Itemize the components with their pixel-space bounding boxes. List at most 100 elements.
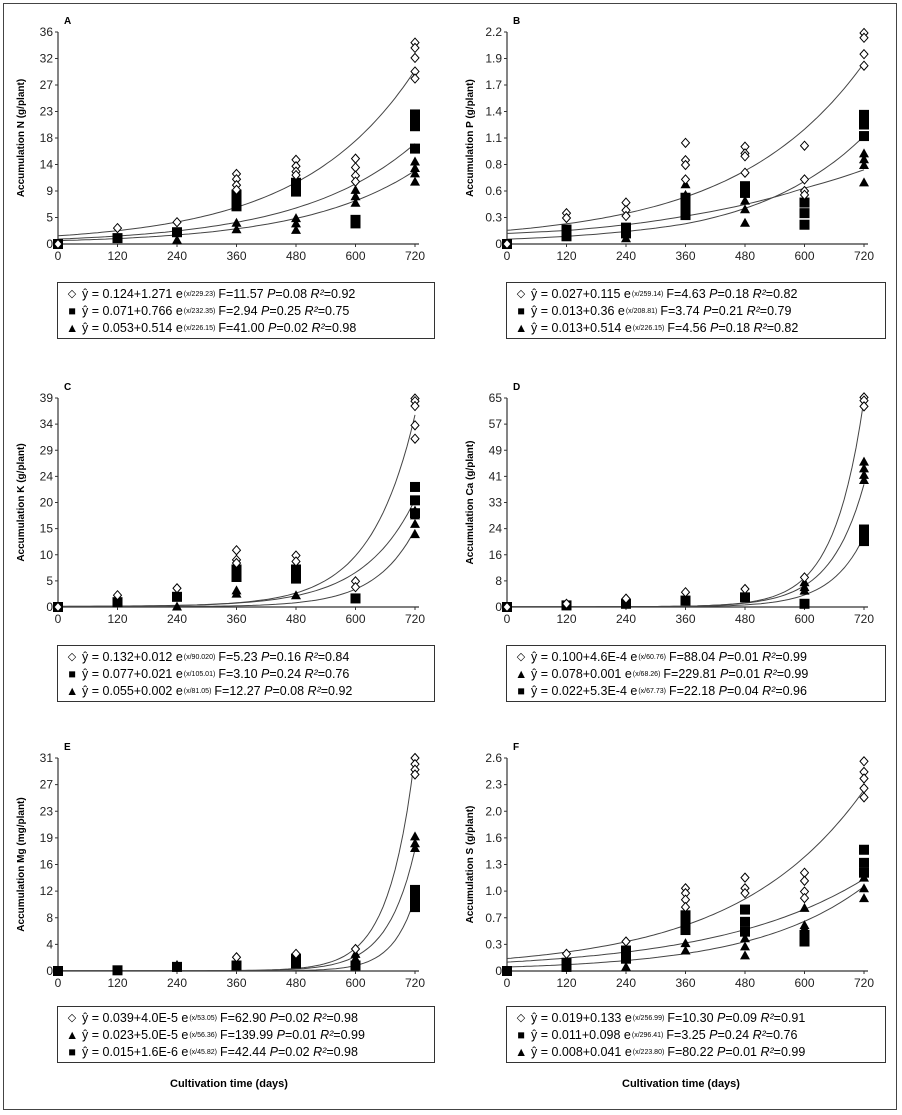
data-point-square bbox=[410, 902, 420, 913]
legend-marker-triangle-icon: ▲ bbox=[66, 684, 79, 698]
r2-value: =0.79 bbox=[759, 304, 792, 318]
r2-value: =0.91 bbox=[773, 1011, 806, 1025]
legend-marker-triangle-icon: ▲ bbox=[66, 321, 79, 335]
x-tick-label: 120 bbox=[107, 976, 127, 990]
equation-exponent: (x/45.82) bbox=[189, 1049, 217, 1056]
equation-exponent: (x/67.73) bbox=[638, 688, 666, 695]
data-point-square bbox=[172, 227, 182, 238]
data-point-triangle bbox=[410, 505, 420, 515]
data-point-triangle bbox=[350, 184, 361, 194]
data-point-square bbox=[799, 936, 810, 947]
p-value: =0.24 bbox=[717, 1028, 750, 1042]
f-statistic: F=229.81 bbox=[663, 667, 717, 681]
data-point-diamond-open bbox=[291, 169, 301, 181]
data-point-square bbox=[561, 224, 572, 235]
legend-entry: ◇ ŷ = 0.100+4.6E-4 e (x/60.76) F=88.04 P =0.… bbox=[515, 649, 885, 666]
y-tick-label: 1.3 bbox=[485, 858, 502, 872]
equation-exponent: (x/60.76) bbox=[638, 654, 666, 661]
data-point-diamond-open bbox=[231, 557, 242, 569]
y-tick-label: 5 bbox=[46, 211, 53, 225]
data-point-triangle bbox=[859, 148, 869, 158]
data-point-diamond-open bbox=[410, 52, 420, 64]
y-tick-label: 10 bbox=[40, 548, 54, 562]
f-statistic: F=10.30 bbox=[667, 1011, 714, 1025]
data-point-square bbox=[231, 201, 242, 212]
x-tick-label: 600 bbox=[794, 612, 814, 626]
data-point-square bbox=[680, 916, 691, 927]
x-tick-label: 480 bbox=[286, 249, 306, 263]
x-tick-label: 600 bbox=[345, 249, 365, 263]
legend-entry: ▲ ŷ = 0.023+5.0E-5 e (x/56.36) F=139.99 P =0… bbox=[66, 1027, 434, 1044]
equation: ŷ = 0.022+5.3E-4 e bbox=[531, 684, 638, 698]
data-point-square bbox=[859, 109, 869, 120]
x-tick-label: 360 bbox=[675, 612, 695, 626]
data-point-square bbox=[350, 593, 361, 604]
data-point-square bbox=[231, 571, 242, 582]
data-point-diamond-open bbox=[621, 936, 631, 947]
x-tick-label: 480 bbox=[735, 249, 755, 263]
r2-label: R² bbox=[760, 667, 777, 681]
legend-marker-square-icon: ■ bbox=[517, 304, 525, 318]
data-point-triangle bbox=[680, 945, 691, 955]
y-tick-label: 9 bbox=[46, 184, 53, 198]
data-point-triangle bbox=[112, 233, 123, 243]
data-point-square bbox=[502, 966, 512, 976]
data-point-diamond-open bbox=[680, 901, 691, 913]
y-tick-label: 19 bbox=[40, 831, 54, 845]
r2-value: =0.76 bbox=[765, 1028, 798, 1042]
equation: ŷ = 0.013+0.514 e bbox=[531, 321, 632, 335]
data-point-triangle bbox=[859, 883, 869, 893]
data-point-square bbox=[799, 219, 810, 230]
y-tick-label: 0.3 bbox=[485, 937, 502, 951]
data-point-triangle bbox=[172, 601, 182, 611]
y-axis-label: Accumulation S (g/plant) bbox=[465, 806, 476, 924]
y-tick-label: 1.7 bbox=[485, 78, 502, 92]
fit-curve-diamond-open bbox=[507, 399, 865, 608]
x-tick-label: 600 bbox=[345, 612, 365, 626]
y-tick-label: 16 bbox=[40, 858, 54, 872]
data-point-triangle bbox=[859, 872, 869, 882]
data-point-diamond-open bbox=[859, 48, 869, 60]
y-tick-label: 57 bbox=[489, 417, 503, 431]
data-point-square bbox=[859, 131, 869, 142]
y-tick-label: 24 bbox=[489, 522, 503, 536]
data-point-triangle bbox=[231, 224, 242, 234]
data-point-triangle bbox=[410, 176, 420, 186]
x-tick-label: 360 bbox=[226, 249, 246, 263]
x-tick-label: 720 bbox=[854, 249, 874, 263]
data-point-triangle bbox=[291, 213, 301, 223]
data-point-triangle bbox=[859, 456, 869, 466]
legend-entry: ◇ ŷ = 0.039+4.0E-5 e (x/53.05) F=62.90 P =0.… bbox=[66, 1010, 434, 1027]
y-tick-label: 15 bbox=[40, 522, 54, 536]
f-statistic: F=11.57 bbox=[218, 287, 264, 301]
y-tick-label: 23 bbox=[40, 105, 54, 119]
x-tick-label: 240 bbox=[616, 976, 636, 990]
legend-entry: ■ ŷ = 0.071+0.766 e (x/232.35) F=2.94 P =0.2… bbox=[66, 303, 434, 320]
data-point-diamond-open bbox=[291, 948, 301, 960]
r2-label: R² bbox=[301, 650, 318, 664]
x-tick-label: 720 bbox=[854, 976, 874, 990]
y-tick-label: 1.4 bbox=[485, 105, 502, 119]
y-tick-label: 27 bbox=[40, 78, 54, 92]
data-point-square bbox=[291, 186, 301, 197]
f-statistic: F=41.00 bbox=[218, 321, 265, 335]
f-statistic: F=2.94 bbox=[218, 304, 258, 318]
data-point-triangle bbox=[740, 933, 750, 943]
x-tick-label: 480 bbox=[735, 612, 755, 626]
data-point-square bbox=[410, 495, 420, 506]
data-point-diamond-open bbox=[350, 153, 361, 164]
data-point-triangle bbox=[350, 953, 361, 963]
data-point-square bbox=[410, 884, 420, 895]
data-point-triangle bbox=[740, 204, 750, 214]
x-tick-label: 120 bbox=[556, 249, 576, 263]
y-tick-label: 41 bbox=[489, 469, 503, 483]
y-tick-label: 0 bbox=[495, 964, 502, 978]
data-point-diamond-open bbox=[502, 238, 512, 250]
data-point-square bbox=[740, 181, 750, 192]
data-point-diamond-open bbox=[410, 42, 420, 54]
y-tick-label: 2.0 bbox=[485, 804, 502, 818]
data-point-triangle bbox=[410, 510, 420, 520]
data-point-diamond-open bbox=[859, 32, 869, 44]
r2-value: =0.82 bbox=[766, 321, 799, 335]
data-point-diamond-open bbox=[680, 586, 691, 598]
